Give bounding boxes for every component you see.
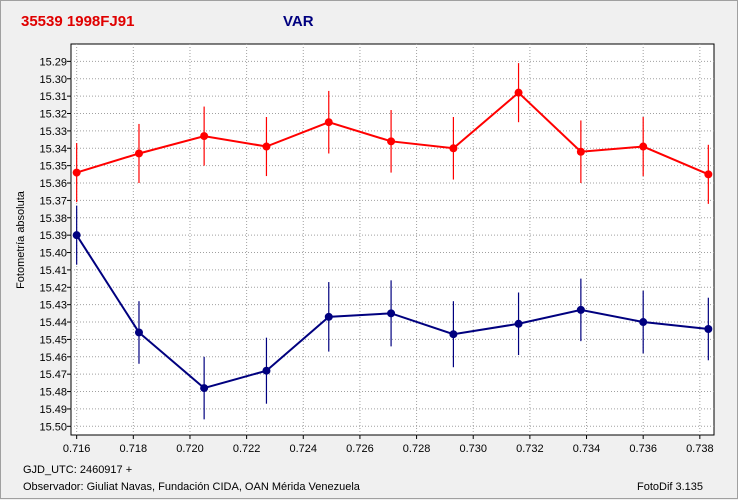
- data-point: [200, 384, 209, 393]
- x-tick-label: 0.720: [176, 443, 204, 455]
- data-point: [639, 318, 648, 327]
- data-point: [262, 142, 271, 151]
- data-point: [449, 330, 458, 339]
- x-tick-label: 0.718: [120, 443, 148, 455]
- y-tick-label: 15.33: [39, 126, 67, 138]
- x-tick-label: 0.728: [403, 443, 431, 455]
- x-axis-ticks: 0.716 0.718 0.720 0.722 0.724 0.726 0.728 0.730…: [63, 435, 714, 455]
- y-tick-label: 15.42: [39, 282, 67, 294]
- data-point: [134, 328, 143, 337]
- data-point: [262, 366, 271, 375]
- data-point: [134, 149, 143, 158]
- x-tick-label: 0.726: [346, 443, 374, 455]
- y-tick-label: 15.29: [39, 56, 67, 68]
- x-tick-label: 0.722: [233, 443, 261, 455]
- y-tick-label: 15.43: [39, 300, 67, 312]
- y-tick-label: 15.36: [39, 178, 67, 190]
- y-tick-label: 15.30: [39, 74, 67, 86]
- x-tick-label: 0.716: [63, 443, 91, 455]
- data-point: [387, 137, 396, 146]
- data-point: [514, 88, 523, 97]
- software-label: FotoDif 3.135: [637, 481, 703, 493]
- y-tick-label: 15.45: [39, 334, 67, 346]
- x-tick-label: 0.738: [686, 443, 714, 455]
- y-tick-label: 15.49: [39, 404, 67, 416]
- x-tick-label: 0.734: [573, 443, 601, 455]
- data-point: [576, 305, 585, 314]
- data-point: [72, 231, 81, 240]
- data-point: [514, 319, 523, 328]
- y-tick-label: 15.31: [39, 91, 67, 103]
- x-tick-label: 0.724: [290, 443, 318, 455]
- y-tick-label: 15.37: [39, 195, 67, 207]
- grid: [71, 44, 714, 435]
- data-point: [704, 170, 713, 179]
- series-2: [72, 205, 713, 420]
- y-tick-label: 15.50: [39, 421, 67, 433]
- x-tick-label: 0.736: [629, 443, 657, 455]
- y-axis-label: Fotometría absoluta: [15, 190, 27, 289]
- series-1: [72, 63, 713, 204]
- data-point: [324, 118, 333, 127]
- x-tick-label: 0.730: [459, 443, 487, 455]
- y-tick-label: 15.41: [39, 265, 67, 277]
- chart-title: 35539 1998FJ91: [21, 13, 134, 30]
- data-point: [449, 144, 458, 153]
- data-point: [576, 147, 585, 156]
- plot-area: [70, 43, 715, 436]
- data-point: [324, 312, 333, 321]
- y-tick-label: 15.48: [39, 387, 67, 399]
- data-point: [704, 324, 713, 333]
- data-point: [72, 168, 81, 177]
- y-axis-ticks: 15.29 15.30 15.31 15.32 15.33 15.34 15.35 15.36…: [39, 56, 71, 433]
- data-point: [639, 142, 648, 151]
- x-tick-label: 0.732: [516, 443, 544, 455]
- y-tick-label: 15.34: [39, 143, 67, 155]
- y-tick-label: 15.40: [39, 248, 67, 260]
- y-tick-label: 15.44: [39, 317, 67, 329]
- y-tick-label: 15.32: [39, 109, 67, 121]
- series-layer: [72, 63, 713, 420]
- y-tick-label: 15.39: [39, 230, 67, 242]
- y-tick-label: 15.35: [39, 161, 67, 173]
- y-tick-label: 15.47: [39, 369, 67, 381]
- y-tick-label: 15.38: [39, 213, 67, 225]
- gjd-label: GJD_UTC: 2460917 +: [23, 464, 132, 476]
- data-point: [387, 309, 396, 318]
- observer-label: Observador: Giuliat Navas, Fundación CID…: [23, 481, 361, 493]
- data-point: [200, 132, 209, 141]
- y-tick-label: 15.46: [39, 352, 67, 364]
- chart-subtitle: VAR: [283, 13, 314, 30]
